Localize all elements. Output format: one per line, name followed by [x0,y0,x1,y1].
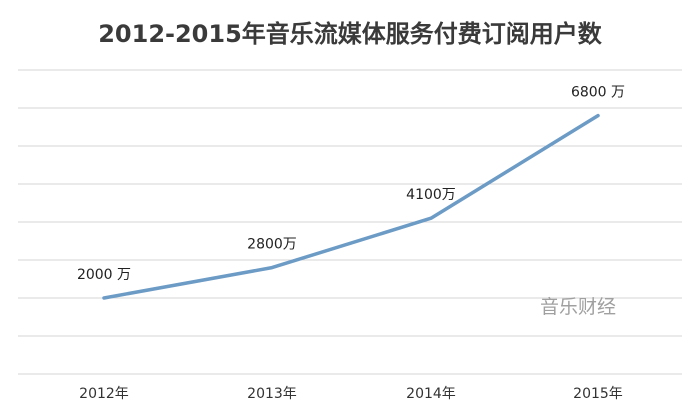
series-line [102,113,600,300]
x-tick-label: 2012年 [79,386,129,402]
data-labels: 2000 万 2800万 4100万 6800 万 [77,85,625,283]
grid-lines [18,69,682,375]
x-tick-label: 2014年 [406,386,456,402]
data-label: 2000 万 [77,267,131,283]
x-axis-ticks: 2012年 2013年 2014年 2015年 [79,386,623,402]
x-tick-label: 2013年 [247,386,297,402]
data-label: 2800万 [247,237,297,253]
data-label: 4100万 [406,187,456,203]
data-label: 6800 万 [571,85,625,101]
x-tick-label: 2015年 [573,386,623,402]
chart-title: 2012-2015年音乐流媒体服务付费订阅用户数 [98,20,603,48]
watermark-text: 音乐财经 [540,296,616,318]
